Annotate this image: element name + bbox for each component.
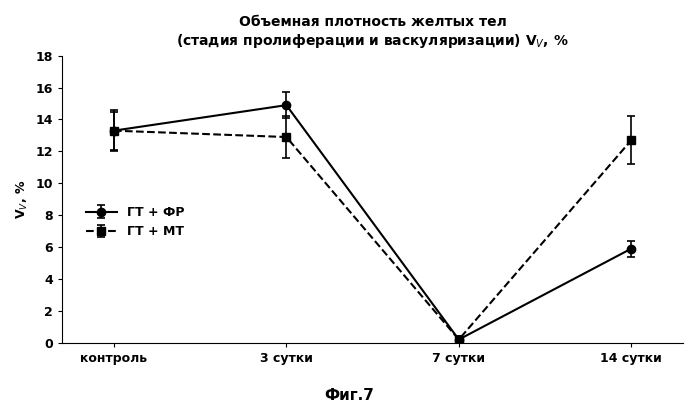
Text: Фиг.7: Фиг.7 bbox=[324, 388, 374, 403]
Y-axis label: V$_V$, %: V$_V$, % bbox=[15, 179, 30, 219]
Title: Объемная плотность желтых тел
(стадия пролиферации и васкуляризации) V$_V$, %: Объемная плотность желтых тел (стадия пр… bbox=[177, 15, 569, 50]
Legend: ГТ + ФР, ГТ + МТ: ГТ + ФР, ГТ + МТ bbox=[81, 201, 190, 243]
